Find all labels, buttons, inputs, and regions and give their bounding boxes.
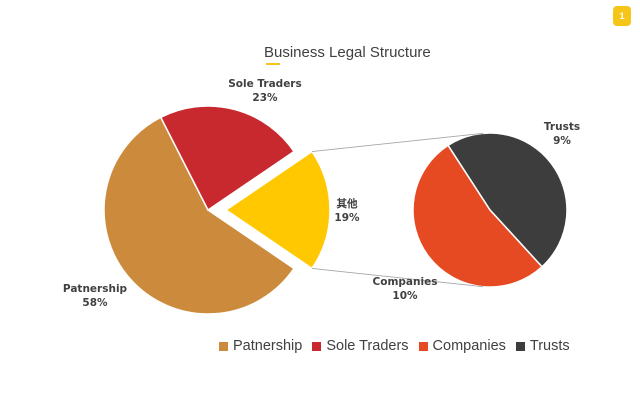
label-trusts-name: Trusts <box>543 121 581 133</box>
label-trusts: Trusts 9% <box>544 120 580 148</box>
connector-line-top <box>311 132 484 152</box>
label-sole-traders-name: Sole Traders <box>228 78 302 90</box>
label-patnership: Patnership 58% <box>63 282 127 310</box>
slice-patnership <box>103 116 296 315</box>
legend-label-companies: Companies <box>432 338 506 354</box>
connector-line-bottom <box>311 268 484 288</box>
label-sole-traders: Sole Traders 23% <box>228 77 302 105</box>
legend-item-trusts: Trusts <box>515 338 570 354</box>
legend-label-trusts: Trusts <box>529 338 570 354</box>
label-other-value: 19% <box>334 212 360 224</box>
slice-companies <box>412 144 544 288</box>
slice-sole-traders <box>159 105 296 212</box>
title-underline <box>266 63 280 65</box>
slice-other <box>224 150 331 270</box>
legend-swatch-sole-traders <box>312 341 322 351</box>
label-companies-name: Companies <box>372 276 438 288</box>
legend-item-patnership: Patnership <box>219 338 302 354</box>
label-patnership-value: 58% <box>82 297 108 309</box>
label-other: 其他 19% <box>334 197 359 225</box>
chart-title: Business Legal Structure <box>264 44 431 61</box>
label-companies-value: 10% <box>392 290 418 302</box>
legend-swatch-trusts <box>515 341 525 351</box>
legend-label-sole-traders: Sole Traders <box>326 338 409 354</box>
legend: Patnership Sole Traders Companies Trusts <box>219 338 580 354</box>
legend-swatch-companies <box>418 341 428 351</box>
label-patnership-name: Patnership <box>62 283 128 295</box>
legend-item-companies: Companies <box>418 338 506 354</box>
label-other-name: 其他 <box>336 198 358 210</box>
legend-item-sole-traders: Sole Traders <box>312 338 409 354</box>
page-badge: 1 <box>613 6 631 26</box>
label-trusts-value: 9% <box>553 135 571 147</box>
label-sole-traders-value: 23% <box>252 92 278 104</box>
label-companies: Companies 10% <box>373 275 438 303</box>
legend-label-patnership: Patnership <box>233 338 303 354</box>
legend-swatch-patnership <box>219 341 228 351</box>
